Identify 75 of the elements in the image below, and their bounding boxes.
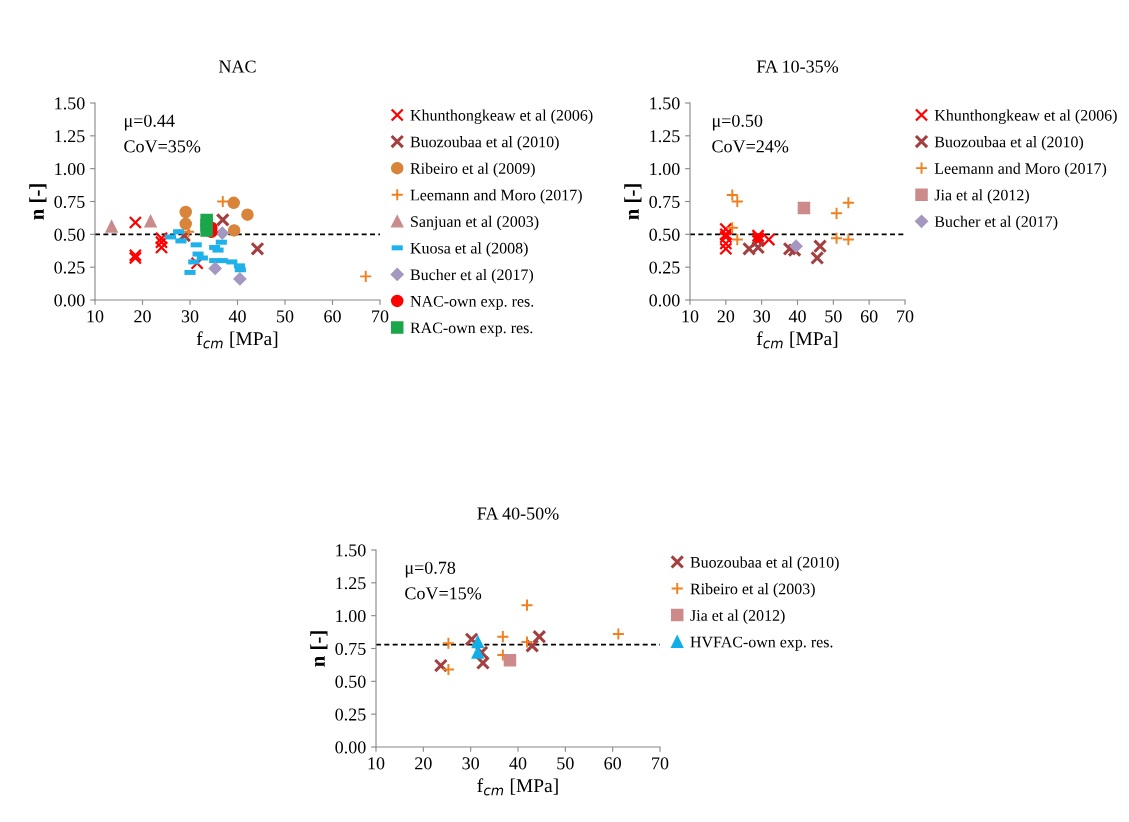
x-tick-label: 70: [652, 757, 669, 770]
y-tick-label: 1.25: [55, 130, 85, 143]
y-tick-label: 1.25: [650, 130, 680, 143]
y-axis-title: n [-]: [29, 184, 47, 220]
x-tick-label: 60: [604, 757, 622, 770]
x-axis-title: f$_{cm}$ [MPa]: [477, 778, 558, 796]
legend-label: HVFAC-own exp. res.: [690, 636, 833, 651]
y-tick-label: 0.50: [335, 675, 366, 688]
chart-title: NAC: [218, 60, 256, 73]
x-axis-title: f$_{cm}$ [MPa]: [756, 331, 838, 349]
x-tick-label: 30: [753, 310, 771, 323]
x-tick-label: 70: [897, 310, 914, 323]
y-tick-label: 0.75: [335, 642, 366, 656]
x-tick-label: 50: [557, 757, 574, 770]
x-tick-label: 70: [372, 310, 389, 323]
x-tick-label: 10: [682, 310, 699, 323]
y-axis-title: n [-]: [624, 184, 642, 220]
y-tick-label: 0.75: [649, 195, 680, 209]
y-tick-label: 0.25: [649, 261, 680, 274]
legend-label: Khunthongkeaw et al (2006): [410, 109, 593, 125]
x-tick-label: 60: [324, 310, 341, 323]
legend-label: Ribeiro et al (2009): [410, 162, 535, 178]
x-tick-label: 30: [181, 310, 199, 323]
legend-label: Bucher et al (2017): [934, 215, 1058, 231]
legend-label: NAC-own exp. res.: [410, 295, 534, 310]
y-tick-label: 0.00: [649, 294, 680, 307]
legend-label: Jia et al (2012): [934, 189, 1029, 204]
y-tick-label: 1.00: [336, 609, 366, 623]
y-tick-label: 1.00: [650, 162, 680, 176]
x-tick-label: 60: [860, 310, 878, 323]
x-tick-label: 50: [825, 310, 842, 323]
annotation: μ=0.44: [124, 114, 175, 131]
y-tick-label: 0.25: [54, 261, 85, 274]
annotation: CoV=15%: [405, 587, 482, 600]
x-tick-label: 40: [509, 757, 527, 770]
annotation: CoV=24%: [712, 140, 789, 153]
x-tick-label: 20: [717, 310, 735, 323]
legend-label: Kuosa et al (2008): [410, 242, 528, 257]
legend-label: Leemann and Moro (2017): [934, 162, 1107, 178]
chart-title: FA 40-50%: [477, 507, 559, 520]
y-tick-label: 1.25: [336, 577, 366, 590]
x-tick-label: 20: [134, 310, 151, 323]
y-tick-label: 0.25: [335, 708, 366, 721]
annotation: μ=0.50: [712, 114, 763, 131]
x-tick-label: 40: [228, 310, 246, 323]
legend-label: Sanjuan et al (2003): [411, 215, 539, 231]
legend-label: Leemann and Moro (2017): [410, 189, 582, 204]
legend-label: Ribeiro et al (2003): [690, 583, 815, 598]
legend-label: Khunthongkeaw et al (2006): [934, 109, 1117, 125]
annotation: μ=0.78: [405, 561, 456, 578]
annotation: CoV=35%: [124, 140, 201, 153]
legend-label: Buozoubaa et al (2010): [410, 136, 559, 151]
y-tick-label: 1.50: [55, 97, 85, 110]
y-tick-label: 1.00: [55, 162, 85, 176]
x-tick-label: 10: [87, 310, 104, 323]
y-tick-label: 0.75: [54, 195, 85, 209]
x-tick-label: 40: [788, 310, 806, 323]
x-tick-label: 30: [462, 757, 480, 770]
y-tick-label: 0.00: [54, 294, 85, 307]
y-axis-title: n [-]: [310, 631, 328, 667]
y-tick-label: 0.00: [335, 741, 366, 754]
y-tick-label: 1.50: [650, 97, 680, 110]
legend-label: RAC-own exp. res.: [410, 322, 533, 337]
chart-title: FA 10-35%: [756, 60, 839, 73]
x-tick-label: 50: [277, 310, 294, 323]
y-tick-label: 0.50: [54, 228, 85, 241]
y-tick-label: 1.50: [336, 544, 366, 557]
x-axis-title: f$_{cm}$ [MPa]: [196, 331, 278, 349]
legend-label: Jia et al (2012): [690, 609, 785, 625]
x-tick-label: 20: [415, 757, 432, 770]
legend-label: Buozoubaa et al (2010): [934, 136, 1084, 151]
y-tick-label: 0.50: [649, 228, 680, 241]
x-tick-label: 10: [368, 757, 385, 770]
legend-label: Buozoubaa et al (2010): [690, 556, 839, 571]
legend-label: Bucher et al (2017): [410, 268, 534, 284]
